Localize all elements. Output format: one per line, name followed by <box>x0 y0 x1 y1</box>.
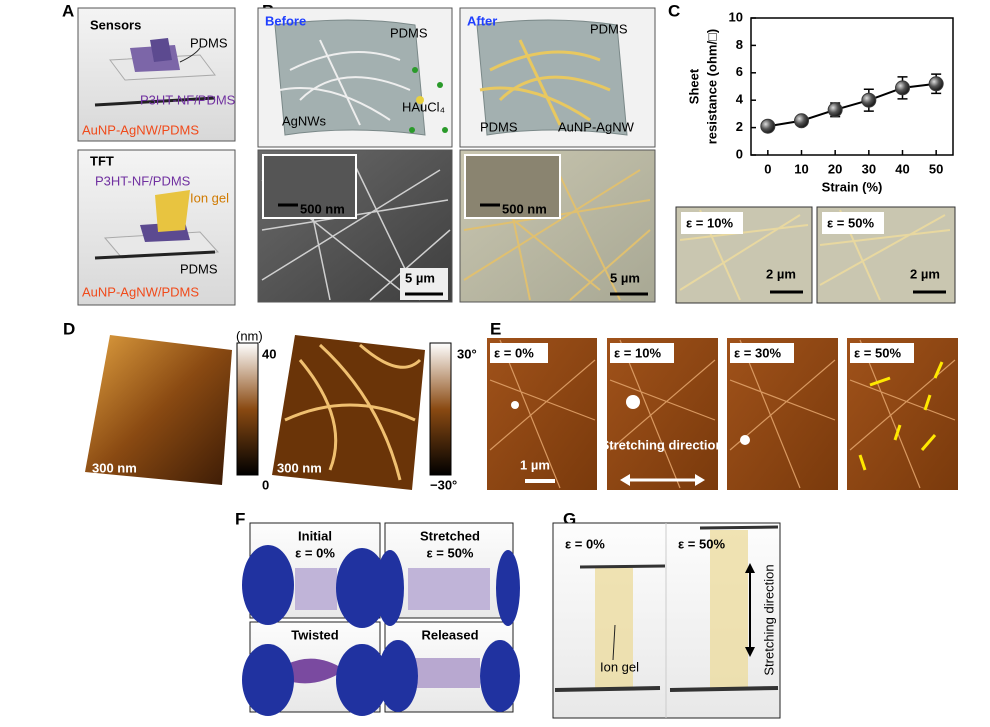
marker <box>861 92 877 108</box>
arrows <box>858 361 944 471</box>
sheet-drawing <box>274 19 628 136</box>
label: P3HT-NF/PDMS <box>95 173 191 188</box>
label: PDMS <box>190 35 228 50</box>
marker <box>760 118 776 134</box>
sensor-drawing <box>94 38 216 107</box>
unit: (nm) <box>236 328 263 343</box>
label: ε = 50% <box>678 536 725 551</box>
title: Sensors <box>90 17 141 32</box>
label-bg <box>822 212 884 234</box>
y-axis-label: resistance (ohm/□) <box>704 29 719 145</box>
label: Initial <box>298 528 332 543</box>
label: P3HT-NF/PDMS <box>140 92 236 107</box>
colorbar-label: 30° <box>457 346 477 361</box>
label: PDMS <box>390 25 428 40</box>
scale-label: 5 µm <box>405 270 435 285</box>
y-tick-label: 10 <box>729 9 743 24</box>
plot-frame <box>750 17 954 156</box>
chart: 0 2 4 6 8 10 0 10 20 30 40 50 Strain (%) Sheet resista… <box>686 9 954 194</box>
scale-label: 500 nm <box>300 201 345 216</box>
scale-label: 5 µm <box>610 270 640 285</box>
label: PDMS <box>480 119 518 134</box>
scale-label: 1 µm <box>520 457 550 472</box>
scale-label: 2 µm <box>766 266 796 281</box>
scale-label: 2 µm <box>910 266 940 281</box>
marker <box>794 113 809 129</box>
inset <box>262 154 357 219</box>
label: Released <box>421 627 478 642</box>
y-tick-label: 6 <box>736 64 743 79</box>
label: PDMS <box>590 21 628 36</box>
panel-label: E <box>490 319 501 338</box>
marker <box>895 80 910 96</box>
colorbar <box>429 342 452 476</box>
x-tick-label: 30 <box>862 161 876 176</box>
y-axis-label: Sheet <box>686 68 701 104</box>
colorbar <box>236 342 259 476</box>
x-axis-label: Strain (%) <box>822 179 883 194</box>
y-tick-label: 4 <box>736 92 744 107</box>
title: After <box>467 13 497 28</box>
label: ε = 0% <box>295 545 335 560</box>
y-tick-label: 8 <box>736 37 743 52</box>
label: AgNWs <box>282 113 327 128</box>
nanowires <box>679 209 951 301</box>
label: ε = 30% <box>734 345 781 360</box>
panel-label: A <box>62 1 74 20</box>
photos <box>242 522 520 716</box>
colorbar-label: 40 <box>262 346 276 361</box>
panel-label: C <box>668 1 680 20</box>
label: ε = 50% <box>827 215 874 230</box>
x-tick-label: 40 <box>895 161 909 176</box>
x-tick-label: 0 <box>764 161 771 176</box>
tft-drawing <box>94 190 220 260</box>
arrow-head <box>745 563 755 657</box>
title: Before <box>265 13 306 28</box>
y-tick-label: 0 <box>736 146 743 161</box>
x-tick-label: 20 <box>828 161 842 176</box>
panel-label: D <box>63 319 75 338</box>
label: ε = 10% <box>614 345 661 360</box>
nanofibers <box>284 343 422 481</box>
series-line <box>767 82 937 128</box>
arrow-head <box>620 474 705 486</box>
label: ε = 10% <box>686 215 733 230</box>
afm-image <box>85 335 232 485</box>
x-tick-label: 10 <box>794 161 808 176</box>
ion-gel-film <box>554 525 779 692</box>
scale-label: 300 nm <box>92 460 137 475</box>
colorbar-label: 0 <box>262 477 269 492</box>
label: AuNP-AgNW <box>558 119 635 134</box>
marker <box>827 102 843 118</box>
scale-label: 300 nm <box>277 460 322 475</box>
label: HAuCl₄ <box>402 99 445 114</box>
label: Stretched <box>420 528 480 543</box>
marker <box>928 76 944 92</box>
y-tick-label: 2 <box>736 119 743 134</box>
label: PDMS <box>180 261 218 276</box>
x-tick-label: 50 <box>929 161 943 176</box>
afm-images <box>487 338 958 490</box>
label-bg <box>490 343 914 363</box>
panel-label: F <box>235 509 245 528</box>
label: ε = 0% <box>494 345 534 360</box>
label-bg <box>681 212 743 234</box>
colorbar-label: −30° <box>430 477 457 492</box>
label: Stretching direction <box>761 564 776 675</box>
scale-label: 500 nm <box>502 201 547 216</box>
label: ε = 50% <box>426 545 473 560</box>
label: ε = 0% <box>565 536 605 551</box>
inset <box>464 154 561 219</box>
label: Ion gel <box>600 659 639 674</box>
label: AuNP-AgNW/PDMS <box>82 122 199 137</box>
label: AuNP-AgNW/PDMS <box>82 284 199 299</box>
title: TFT <box>90 153 114 168</box>
label: Stretching direction <box>601 437 724 452</box>
label: Twisted <box>291 627 338 642</box>
label: Ion gel <box>190 190 229 205</box>
label: ε = 50% <box>854 345 901 360</box>
